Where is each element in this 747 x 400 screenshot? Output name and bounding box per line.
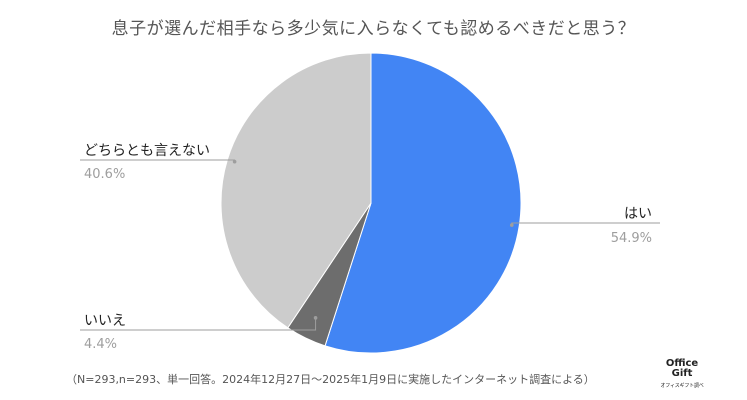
logo-line-source: オフィスギフト調べ xyxy=(660,383,704,389)
slice-value-3: 40.6% xyxy=(84,167,125,182)
logo-line-office: Office xyxy=(665,358,699,369)
slice-label-1: はい xyxy=(624,206,652,222)
slice-label-2: いいえ xyxy=(84,313,126,329)
pie-slice-1 xyxy=(324,52,522,354)
chart-title: 息子が選んだ相手なら多少気に入らなくても認めるべきだと思う？ xyxy=(111,19,636,39)
survey-footnote: （N=293,n=293、単一回答。2024年12月27日～2025年1月9日に… xyxy=(66,373,595,386)
slice-value-1: 54.9% xyxy=(611,231,652,246)
slice-value-2: 4.4% xyxy=(84,337,117,352)
brand-logo: Office Gift オフィスギフト調べ xyxy=(652,359,712,391)
logo-line-gift: Gift xyxy=(671,368,693,379)
slice-label-3: どちらとも言えない xyxy=(84,143,210,159)
leader-line-1 xyxy=(511,222,660,226)
leader-line-2 xyxy=(80,317,317,331)
leader-line-3 xyxy=(80,159,236,162)
